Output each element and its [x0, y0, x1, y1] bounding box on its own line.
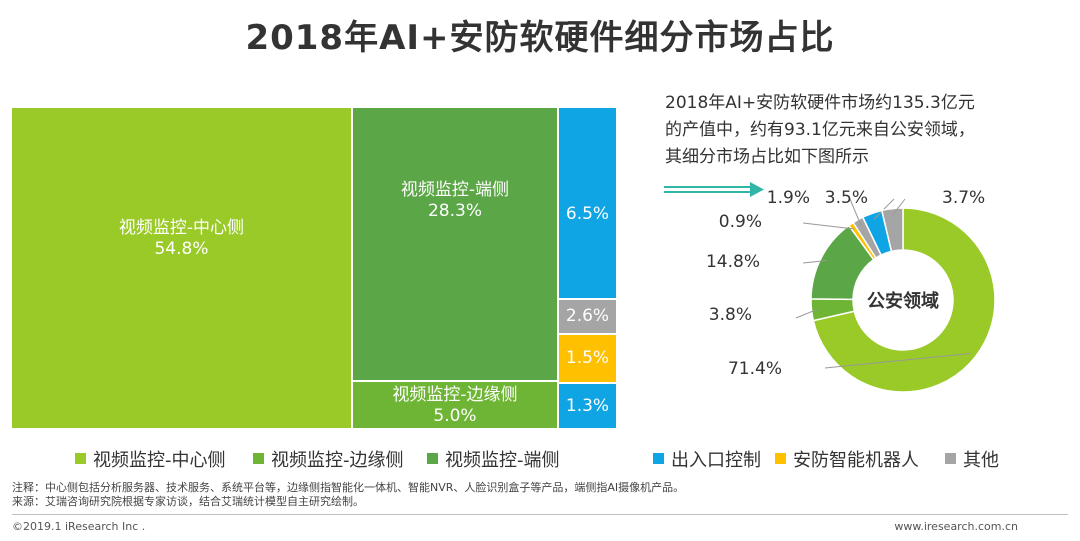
tile-small: 1.3%: [559, 384, 616, 428]
tile-video-endpoint-value: 28.3%: [427, 201, 482, 221]
legend-label: 其他: [963, 450, 999, 471]
donut-leader-line: [824, 353, 971, 369]
donut-leader-line: [873, 198, 895, 220]
donut-slice: [812, 207, 996, 393]
legend-label: 视频监控-端侧: [445, 450, 560, 471]
legend-swatch: [945, 453, 956, 464]
website-link[interactable]: www.iresearch.com.cn: [894, 520, 1018, 533]
legend-swatch: [653, 453, 664, 464]
donut-value-label: 71.4%: [728, 359, 782, 379]
legend-label: 视频监控-中心侧: [93, 450, 226, 471]
legend-swatch: [75, 453, 86, 464]
legend-item-robot: 安防智能机器人: [775, 446, 919, 472]
donut-leader-line: [795, 308, 818, 319]
legend-item-video-edge: 视频监控-边缘侧: [253, 446, 404, 472]
legend-label: 安防智能机器人: [793, 450, 919, 471]
tile-small-value: 1.3%: [565, 396, 610, 416]
legend-swatch: [253, 453, 264, 464]
donut-value-label: 3.8%: [709, 305, 752, 325]
description-line-1: 2018年AI+安防软硬件市场约135.3亿元: [665, 93, 975, 113]
description-line-2: 的产值中，约有93.1亿元来自公安领域，: [665, 120, 975, 140]
tile-video-center: 视频监控-中心侧 54.8%: [12, 108, 351, 428]
donut-chart: 71.4% 3.8% 14.8% 0.9%1.9% 3.5% 3.7% 公安领域: [706, 188, 996, 393]
tile-other: 2.6%: [559, 300, 616, 333]
tile-video-endpoint: 视频监控-端侧 28.3%: [353, 108, 557, 380]
donut-leader-line: [802, 259, 827, 264]
legend-swatch: [775, 453, 786, 464]
tile-robot-value: 1.5%: [565, 348, 610, 368]
notes: 注释：中心侧包括分析服务器、技术服务、系统平台等，边缘侧指智能化一体机、智能NV…: [12, 481, 684, 509]
donut-slice: [880, 207, 904, 253]
donut-center-label: 公安领域: [867, 290, 939, 312]
chart-title: 2018年AI+安防软硬件细分市场占比: [245, 18, 835, 58]
description-line-3: 其细分市场占比如下图所示: [665, 147, 869, 167]
tile-robot: 1.5%: [559, 335, 616, 382]
donut-value-label: 1.9%: [767, 188, 810, 208]
donut-value-label: 0.9%: [719, 212, 762, 232]
note-source: 来源：艾瑞咨询研究院根据专家访谈，结合艾瑞统计模型自主研究绘制。: [12, 495, 364, 508]
donut-leader-line: [849, 198, 862, 226]
donut-value-label: 14.8%: [706, 252, 760, 272]
donut-leader-line: [802, 222, 855, 230]
tile-video-endpoint-label: 视频监控-端侧: [400, 180, 510, 200]
treemap-chart: 视频监控-中心侧 54.8% 视频监控-端侧 28.3% 视频监控-边缘侧 5.…: [12, 108, 617, 428]
arrow-right-icon: [664, 182, 764, 197]
legend-swatch: [427, 453, 438, 464]
copyright: ©2019.1 iResearch Inc .: [12, 520, 146, 533]
legend: 视频监控-中心侧 视频监控-边缘侧 视频监控-端侧 出入口控制 安防智能机器人 …: [75, 446, 1075, 472]
tile-video-center-value: 54.8%: [154, 239, 209, 259]
legend-label: 出入口控制: [671, 450, 761, 471]
tile-video-edge: 视频监控-边缘侧 5.0%: [353, 382, 557, 428]
note-annotation: 注释：中心侧包括分析服务器、技术服务、系统平台等，边缘侧指智能化一体机、智能NV…: [12, 481, 685, 494]
footer-divider: [12, 514, 1068, 515]
legend-item-video-endpoint: 视频监控-端侧: [427, 446, 560, 472]
legend-item-other: 其他: [945, 446, 999, 472]
tile-video-center-label: 视频监控-中心侧: [118, 218, 245, 238]
donut-value-label: 3.7%: [942, 188, 985, 208]
tile-video-edge-label: 视频监控-边缘侧: [392, 385, 518, 405]
legend-item-access-control: 出入口控制: [653, 446, 761, 472]
tile-access-control-value: 6.5%: [565, 204, 610, 224]
market-description: 2018年AI+安防软硬件市场约135.3亿元 的产值中，约有93.1亿元来自公…: [665, 90, 1065, 171]
legend-label: 视频监控-边缘侧: [271, 450, 404, 471]
donut-value-label: 3.5%: [825, 188, 868, 208]
tile-video-edge-value: 5.0%: [433, 406, 477, 426]
tile-access-control: 6.5%: [559, 108, 616, 298]
tile-other-value: 2.6%: [565, 306, 610, 326]
donut-leader-line: [892, 198, 906, 215]
legend-item-video-center: 视频监控-中心侧: [75, 446, 226, 472]
